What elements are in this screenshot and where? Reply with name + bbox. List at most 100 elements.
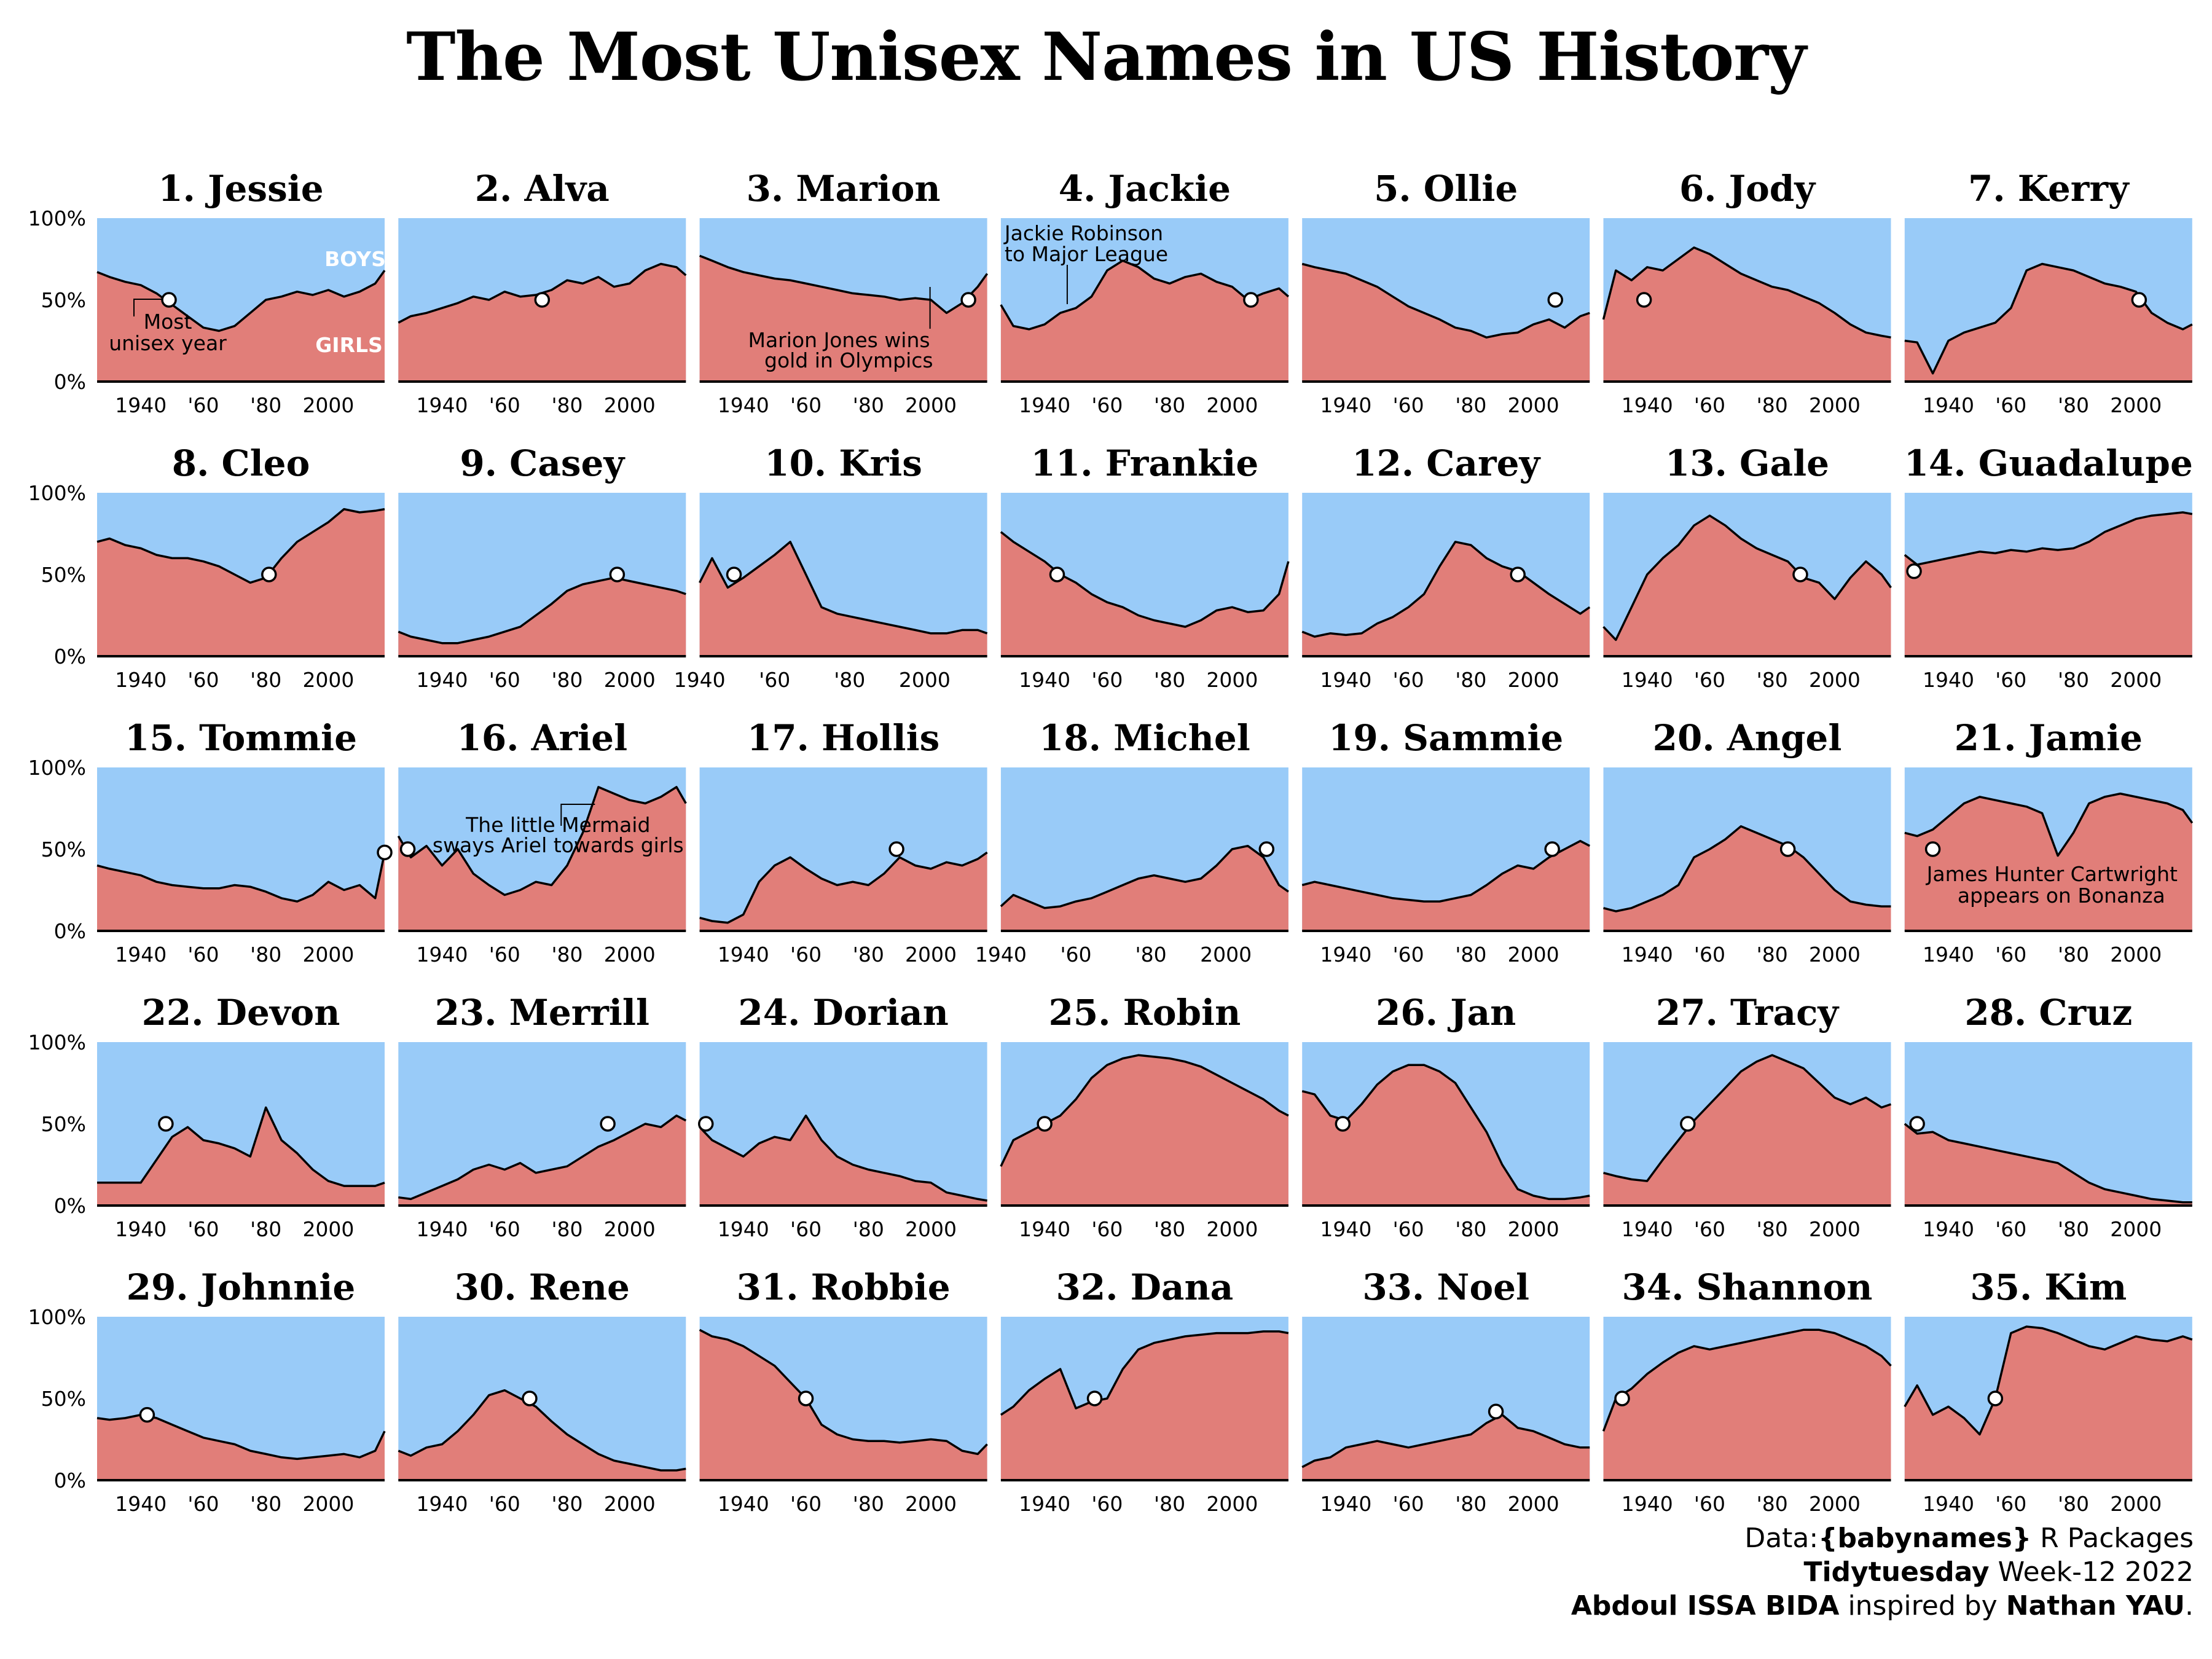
x-tick-label: 1940 [1320,943,1371,967]
share-line [398,1114,687,1201]
most-unisex-marker [1987,1390,2004,1406]
panel-20: 20. Angel 1940 '60 '80 2000 [1603,717,1891,967]
panel-title: 27. Tracy [1656,992,1840,1033]
most-unisex-marker [600,1116,616,1132]
girls-area [398,786,686,931]
x-tick-label: '80 [250,668,281,692]
share-line [1904,511,2193,566]
panel-title: 11. Frankie [1031,442,1259,484]
x-tick-label: 2000 [2110,1492,2162,1516]
x-tick-label: '60 [1995,943,2026,967]
x-tick-label: 2000 [302,1492,354,1516]
x-tick-label: 1940 [115,393,167,417]
x-tick-label: '60 [790,1217,822,1241]
share-line [1000,844,1289,909]
most-unisex-marker [1335,1116,1351,1132]
x-tick-label: '80 [1757,1217,1788,1241]
x-tick-label: 1940 [417,1217,468,1241]
x-tick-label: 1940 [417,1492,468,1516]
share-line [1301,262,1590,339]
girls-area [1904,793,2192,931]
panel-title: 14. Guadalupe [1904,442,2193,484]
girls-area [699,852,987,931]
x-tick-label: '80 [853,1217,884,1241]
panel-title: 17. Hollis [747,717,939,759]
x-tick-label: 2000 [2110,943,2162,967]
panel-title: 12. Carey [1352,442,1541,484]
most-unisex-marker [798,1390,814,1406]
x-tick-label: '80 [1757,1492,1788,1516]
x-tick-label: '80 [1154,393,1185,417]
most-unisex-marker [399,841,416,857]
x-tick-label: 1940 [1320,393,1371,417]
share-line [1602,246,1891,339]
y-tick-label: 0% [54,370,86,394]
girls-area [1603,1330,1891,1480]
girls-area [398,578,686,656]
panel-title: 24. Dorian [738,992,948,1033]
annotation-most-unisex: Most [144,310,192,334]
most-unisex-marker [161,292,177,308]
x-tick-label: 2000 [604,943,656,967]
panel-22: 22. Devon 100% 50% 0% 1940 '60 '80 2000 [28,992,385,1241]
caption: Data:{babynames} R Packages Tidytuesday … [1571,1521,2194,1623]
panel-18: 18. Michel 1940 '60 '80 2000 [975,717,1289,967]
panel-title: 7. Kerry [1968,168,2130,210]
x-tick-label: 2000 [1508,943,1559,967]
share-line [96,270,386,332]
girls-area [699,541,987,656]
panel-title: 13. Gale [1665,442,1829,484]
panel-title: 8. Cleo [172,442,310,484]
y-tick-label: 100% [28,481,86,505]
caption-author: Abdoul ISSA BIDA inspired by Nathan YAU. [1571,1590,2194,1622]
share-line [96,508,385,584]
x-tick-label: '60 [187,1492,219,1516]
x-tick-label: '80 [1135,943,1167,967]
girls-area [398,264,686,382]
x-tick-label: 1940 [1923,943,1974,967]
x-tick-label: '60 [790,393,822,417]
annotation-marion-jones: Marion Jones wins [748,328,930,352]
caption-data-source: Data:{babynames} R Packages [1744,1523,2194,1554]
x-tick-label: 2000 [604,1217,656,1241]
share-line [1000,1330,1289,1416]
x-tick-label: 1940 [115,943,167,967]
x-tick-label: 1940 [1622,668,1673,692]
x-tick-label: '60 [1995,1492,2026,1516]
most-unisex-marker [1258,841,1275,857]
x-tick-label: '60 [1694,393,1725,417]
x-tick-label: '60 [790,943,822,967]
x-tick-label: 2000 [604,668,656,692]
x-tick-label: '60 [1393,393,1424,417]
x-tick-label: '80 [1455,1217,1486,1241]
x-tick-label: 2000 [1508,668,1559,692]
x-tick-label: '80 [551,943,582,967]
x-tick-label: 2000 [604,1492,656,1516]
girls-area [1302,1414,1590,1480]
x-tick-label: '80 [853,1492,884,1516]
x-tick-label: 1940 [674,668,726,692]
y-tick-label: 100% [28,1030,86,1054]
x-tick-label: '80 [551,1492,582,1516]
y-tick-label: 50% [41,288,86,312]
share-line [1904,1325,2193,1436]
x-tick-label: 1940 [1622,1217,1673,1241]
most-unisex-marker [1037,1116,1053,1132]
x-tick-label: 2000 [1508,393,1559,417]
x-tick-label: '60 [187,1217,219,1241]
x-tick-label: '60 [1393,1492,1424,1516]
girls-area [398,1115,686,1206]
y-tick-label: 0% [54,645,86,669]
x-tick-label: '80 [551,1217,582,1241]
x-tick-label: 1940 [1622,1492,1673,1516]
page-title: The Most Unisex Names in US History [406,18,1806,96]
panel-24: 24. Dorian 1940 '60 '80 2000 [698,992,987,1241]
panel-19: 19. Sammie 1940 '60 '80 2000 [1301,717,1591,967]
x-tick-label: '60 [1393,943,1424,967]
y-tick-label: 50% [41,1112,86,1136]
most-unisex-marker [726,567,742,582]
x-tick-label: 2000 [2110,1217,2162,1241]
x-tick-label: 1940 [718,1217,769,1241]
annotation-marion-jones: gold in Olympics [764,348,933,372]
girls-area [1000,261,1288,382]
